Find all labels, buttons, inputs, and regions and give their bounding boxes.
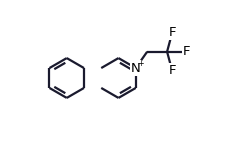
Text: F: F: [168, 26, 175, 39]
Text: $^+$: $^+$: [135, 59, 144, 69]
Text: F: F: [183, 45, 190, 58]
Text: F: F: [168, 64, 175, 78]
Text: N: N: [130, 61, 140, 75]
